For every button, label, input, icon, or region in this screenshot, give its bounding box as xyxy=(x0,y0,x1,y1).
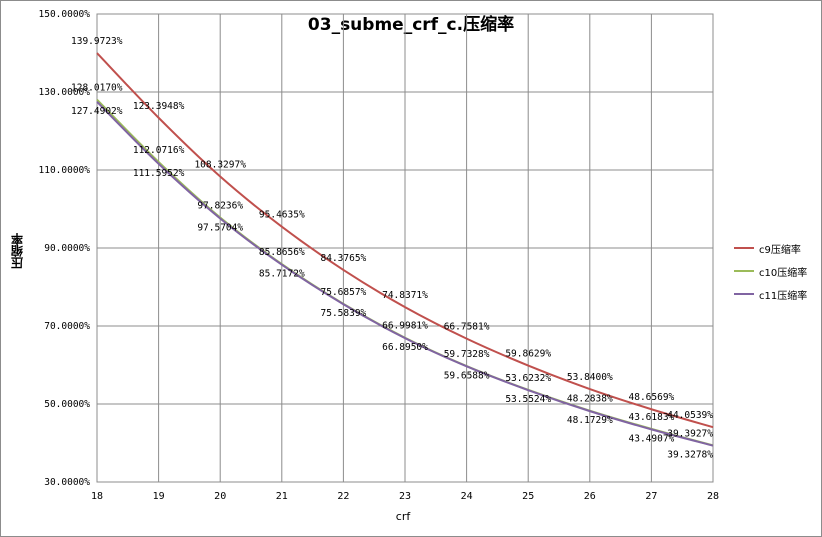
x-axis-title: crf xyxy=(395,510,411,523)
legend-swatch-c11 xyxy=(734,293,754,295)
y-tick-label: 110.0000% xyxy=(39,165,91,176)
data-label: 84.3765% xyxy=(321,253,367,264)
data-label: 85.8656% xyxy=(259,247,305,258)
data-label: 43.4907% xyxy=(629,433,675,444)
data-label: 53.6232% xyxy=(505,373,551,384)
data-label: 66.7581% xyxy=(444,322,490,333)
x-tick-label: 27 xyxy=(645,491,657,502)
data-label: 53.5524% xyxy=(505,394,551,405)
data-label: 123.3948% xyxy=(133,101,185,112)
x-tick-label: 22 xyxy=(337,491,349,502)
y-tick-label: 130.0000% xyxy=(39,87,91,98)
series-line-c11 xyxy=(96,101,714,447)
data-label: 43.6183% xyxy=(629,412,675,423)
data-label: 59.8629% xyxy=(505,349,551,360)
data-label: 139.9723% xyxy=(71,36,123,47)
x-tick-label: 19 xyxy=(153,491,165,502)
data-label: 97.8236% xyxy=(197,200,243,211)
data-label: 128.0170% xyxy=(71,83,123,94)
series-line-c9 xyxy=(96,52,714,429)
data-label: 112.0716% xyxy=(133,145,185,156)
plot-border xyxy=(96,13,714,483)
chart-title: 03_subme_crf_c.压缩率 xyxy=(307,15,515,35)
x-tick-label: 20 xyxy=(214,491,226,502)
y-tick-label: 30.0000% xyxy=(44,477,90,488)
data-label: 53.8400% xyxy=(567,372,613,383)
legend-label-c10: c10压缩率 xyxy=(759,268,808,279)
data-label: 48.6569% xyxy=(629,392,675,403)
data-label: 74.8371% xyxy=(382,290,428,301)
data-label: 48.1729% xyxy=(567,415,613,426)
data-label: 66.8950% xyxy=(382,342,428,353)
data-label: 111.5952% xyxy=(133,168,185,179)
data-label: 48.2838% xyxy=(567,394,613,405)
x-tick-label: 21 xyxy=(276,491,288,502)
legend-label-c9: c9压缩率 xyxy=(759,245,801,256)
data-label: 75.6857% xyxy=(321,287,367,298)
data-label: 97.5704% xyxy=(197,222,243,233)
legend-label-c11: c11压缩率 xyxy=(759,291,808,302)
data-label: 127.4902% xyxy=(71,106,123,117)
legend-swatch-c9 xyxy=(734,247,754,249)
y-tick-label: 150.0000% xyxy=(39,9,91,20)
data-label: 39.3927% xyxy=(667,428,713,439)
y-tick-label: 50.0000% xyxy=(44,399,90,410)
data-label: 59.7328% xyxy=(444,349,490,360)
data-label: 39.3278% xyxy=(667,450,713,461)
data-label: 85.7172% xyxy=(259,269,305,280)
data-label: 59.6588% xyxy=(444,370,490,381)
x-tick-label: 23 xyxy=(399,491,411,502)
data-label: 66.9981% xyxy=(382,321,428,332)
x-tick-label: 26 xyxy=(584,491,596,502)
y-tick-label: 70.0000% xyxy=(44,321,90,332)
data-label: 75.5839% xyxy=(321,308,367,319)
y-tick-label: 90.0000% xyxy=(44,243,90,254)
x-tick-label: 24 xyxy=(461,491,473,502)
x-tick-label: 28 xyxy=(707,491,719,502)
data-label: 44.0539% xyxy=(667,410,713,421)
data-label: 95.4635% xyxy=(259,210,305,221)
legend-swatch-c10 xyxy=(734,270,754,272)
x-tick-label: 25 xyxy=(522,491,534,502)
x-tick-label: 18 xyxy=(91,491,103,502)
data-label: 108.3297% xyxy=(194,160,246,171)
